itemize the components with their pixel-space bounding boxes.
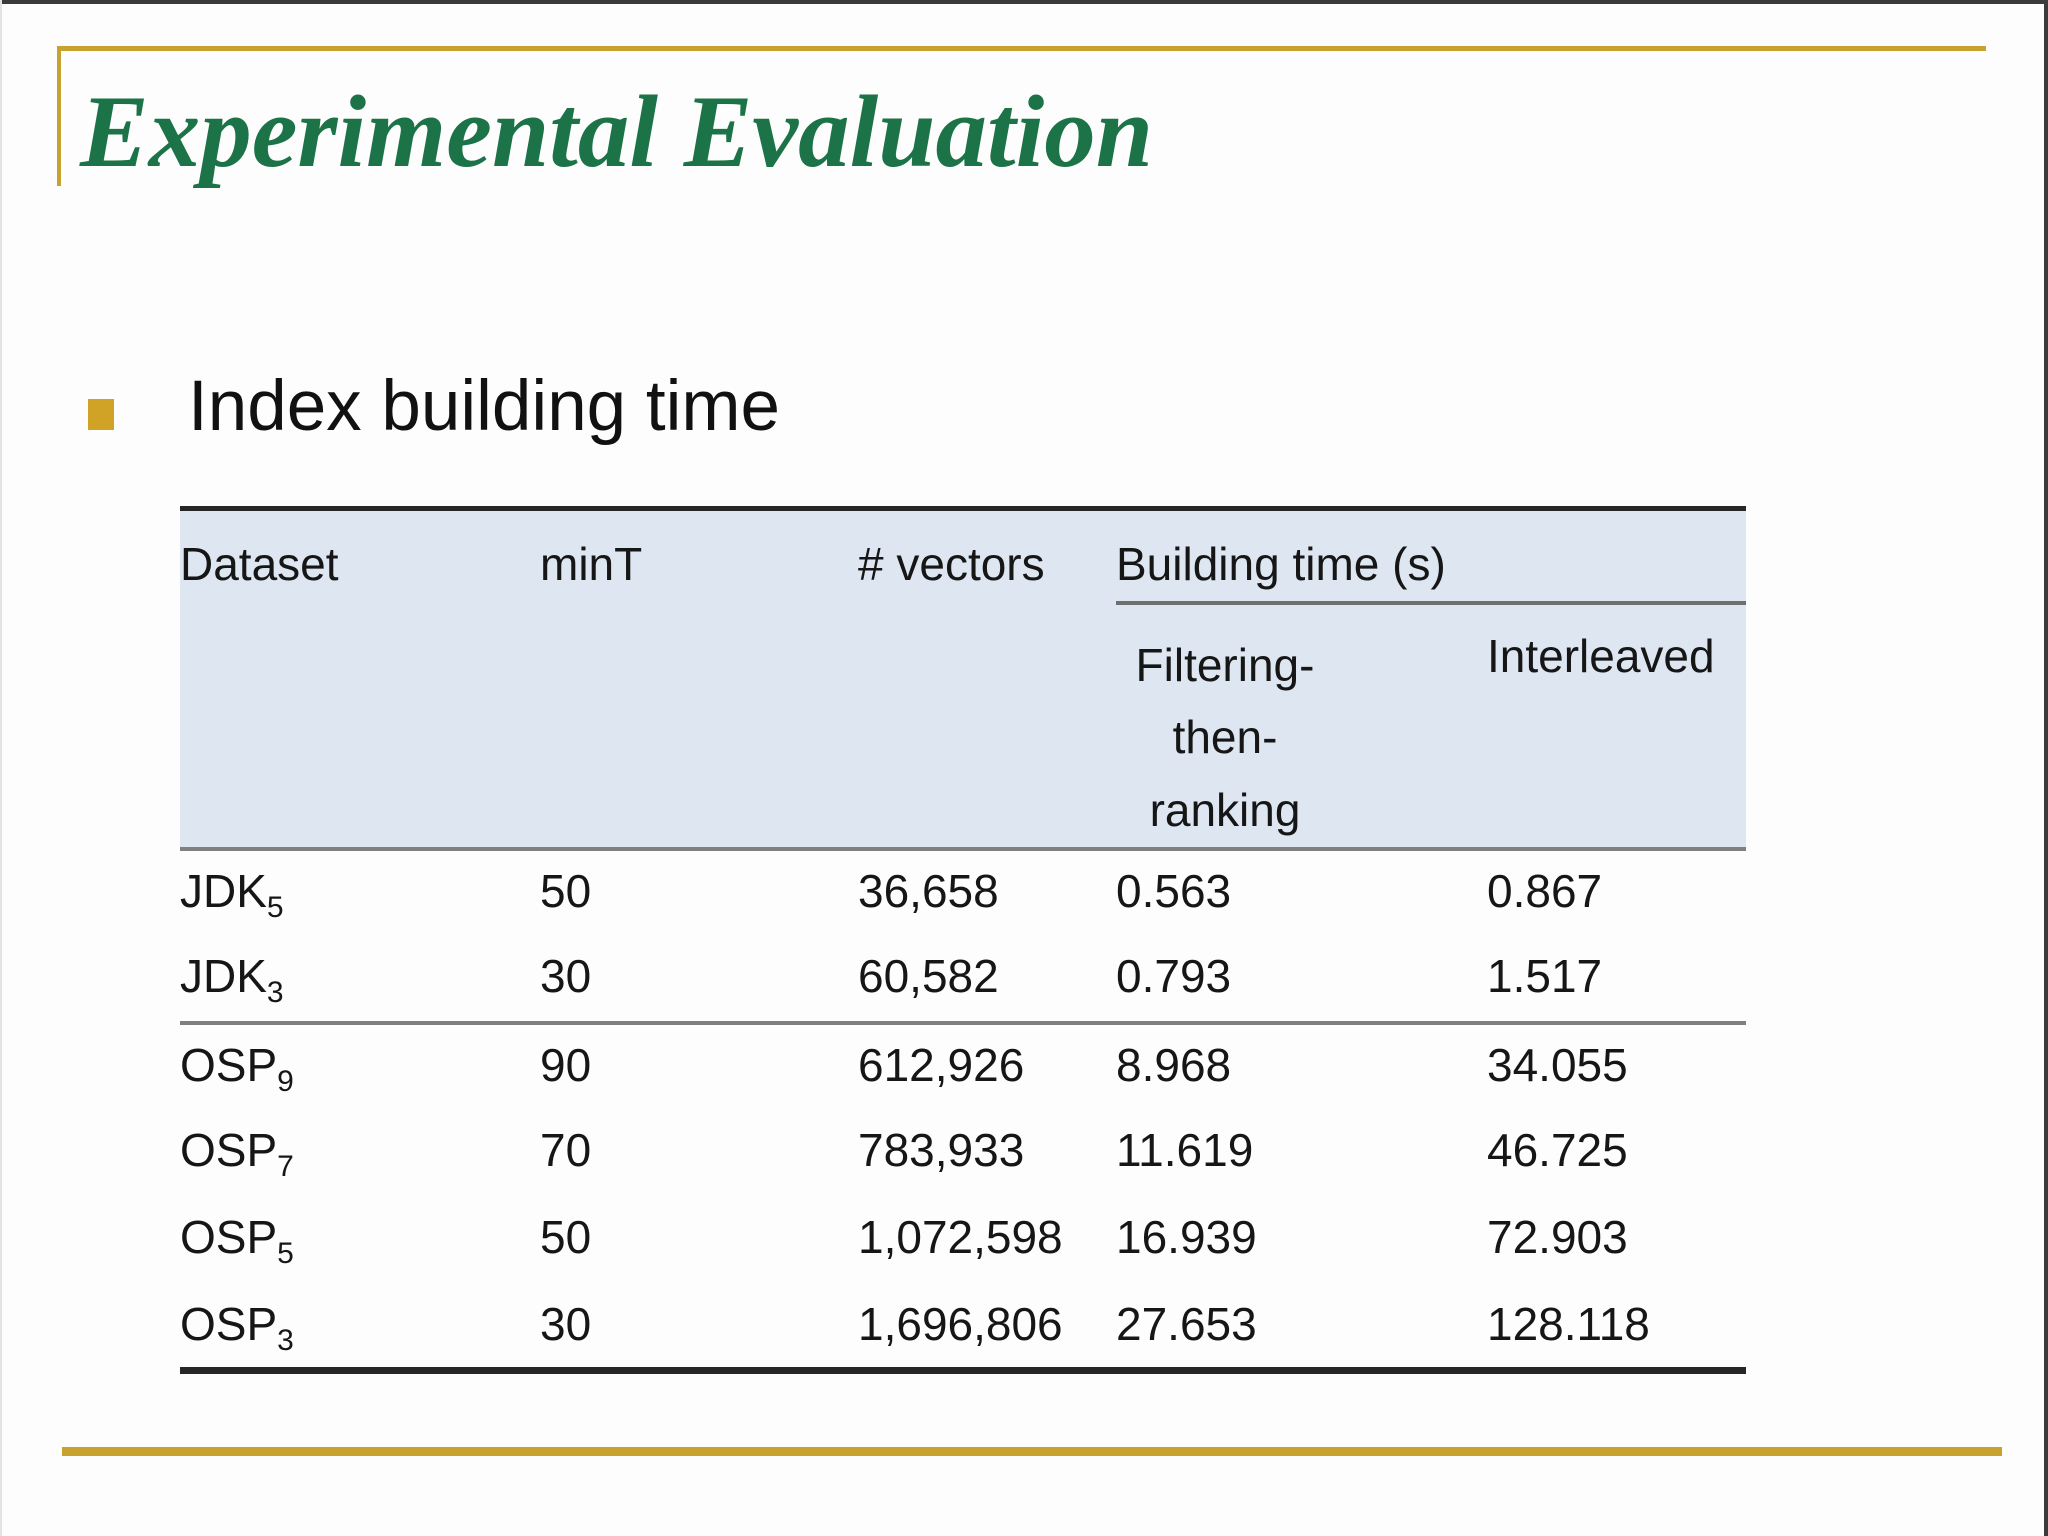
cell-filtering: 27.653 xyxy=(1116,1297,1257,1350)
dataset-name: OSP xyxy=(180,1297,278,1350)
cell-dataset: OSP5 xyxy=(180,1197,540,1284)
dataset-subscript: 7 xyxy=(277,1149,294,1183)
cell-filtering: 8.968 xyxy=(1116,1038,1232,1091)
dataset-name: JDK xyxy=(180,864,267,917)
filtering-line-2: then- xyxy=(1172,711,1278,764)
cell-mint: 30 xyxy=(540,935,858,1025)
header-filtering-lines: Filtering- then- ranking xyxy=(1116,629,1334,847)
cell-interleaved: 128.118 xyxy=(1487,1297,1650,1350)
dataset-subscript: 9 xyxy=(277,1064,294,1098)
cell-mint: 70 xyxy=(540,1123,592,1176)
table-row: JDK5 50 36,658 0.563 0.867 xyxy=(180,849,1746,936)
cell-mint: 90 xyxy=(540,1038,592,1091)
title-left-rule xyxy=(57,46,61,186)
cell-interleaved: 34.055 xyxy=(1487,1038,1628,1091)
screen-edge-left xyxy=(0,0,2,1536)
screen-edge-right xyxy=(2044,0,2048,1536)
slide-title: Experimental Evaluation xyxy=(80,75,1154,189)
cell-vectors: 612,926 xyxy=(858,1038,1025,1091)
cell-dataset: OSP3 xyxy=(180,1284,540,1371)
cell-vectors: 1,072,598 xyxy=(858,1210,1063,1263)
header-vectors: # vectors xyxy=(858,508,1116,851)
title-top-rule xyxy=(58,46,1986,51)
dataset-name: OSP xyxy=(180,1038,278,1091)
index-building-time-table: Dataset minT # vectors Building time (s)… xyxy=(180,506,1746,1375)
header-building-time: Building time (s) xyxy=(1116,508,1746,605)
cell-vectors: 36,658 xyxy=(858,864,999,917)
header-filtering-then-ranking: Filtering- then- ranking xyxy=(1116,602,1487,851)
cell-interleaved: 72.903 xyxy=(1487,1210,1628,1263)
table-header-row-2: Filtering- then- ranking Interleaved xyxy=(180,602,1746,851)
cell-filtering: 16.939 xyxy=(1116,1210,1257,1263)
cell-dataset: OSP9 xyxy=(180,1023,540,1110)
dataset-subscript: 3 xyxy=(277,1323,294,1357)
dataset-subscript: 5 xyxy=(277,1236,294,1270)
table-row: JDK3 30 60,582 0.793 1.517 xyxy=(180,935,1746,1025)
filtering-line-1: Filtering- xyxy=(1135,638,1315,691)
dataset-subscript: 5 xyxy=(266,890,284,924)
screen-edge-top xyxy=(0,0,2048,4)
cell-mint: 50 xyxy=(540,864,592,917)
table-row: OSP5 50 1,072,598 16.939 72.903 xyxy=(180,1197,1746,1284)
table-row: OSP7 70 783,933 11.619 46.725 xyxy=(180,1110,1746,1197)
dataset-name: OSP xyxy=(180,1123,278,1176)
cell-filtering: 0.563 xyxy=(1116,864,1232,917)
header-dataset: Dataset xyxy=(180,508,540,851)
cell-vectors: 1,696,806 xyxy=(858,1297,1063,1350)
header-interleaved: Interleaved xyxy=(1487,602,1746,851)
header-mint: minT xyxy=(540,508,858,851)
filtering-line-3: ranking xyxy=(1149,783,1301,836)
table-row: OSP3 30 1,696,806 27.653 128.118 xyxy=(180,1284,1746,1371)
cell-dataset: JDK3 xyxy=(180,935,540,1025)
cell-mint: 30 xyxy=(540,1297,592,1350)
cell-interleaved: 0.867 xyxy=(1487,864,1603,917)
dataset-name: JDK xyxy=(180,949,267,1002)
bullet-heading: Index building time xyxy=(188,367,781,446)
cell-mint: 50 xyxy=(540,1210,592,1263)
table-row: OSP9 90 612,926 8.968 34.055 xyxy=(180,1023,1746,1110)
cell-dataset: OSP7 xyxy=(180,1110,540,1197)
cell-filtering: 0.793 xyxy=(1116,935,1487,1025)
dataset-name: OSP xyxy=(180,1210,278,1263)
footer-rule xyxy=(62,1447,2002,1456)
cell-interleaved: 46.725 xyxy=(1487,1123,1628,1176)
dataset-subscript: 3 xyxy=(266,975,284,1009)
cell-filtering: 11.619 xyxy=(1116,1123,1254,1176)
bullet-icon xyxy=(88,399,114,430)
cell-vectors: 60,582 xyxy=(858,935,1116,1025)
cell-interleaved: 1.517 xyxy=(1487,935,1746,1025)
cell-vectors: 783,933 xyxy=(858,1123,1025,1176)
table-header-row-1: Dataset minT # vectors Building time (s) xyxy=(180,508,1746,851)
cell-dataset: JDK5 xyxy=(180,849,540,936)
